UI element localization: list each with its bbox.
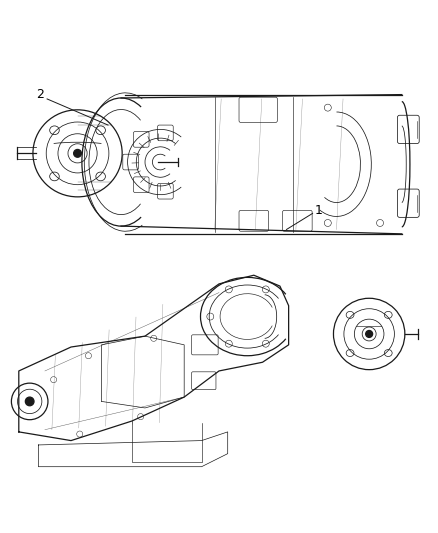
Text: 1: 1: [315, 204, 323, 217]
Circle shape: [366, 330, 373, 337]
Circle shape: [74, 149, 81, 157]
Circle shape: [25, 397, 34, 406]
Text: 2: 2: [37, 88, 45, 101]
